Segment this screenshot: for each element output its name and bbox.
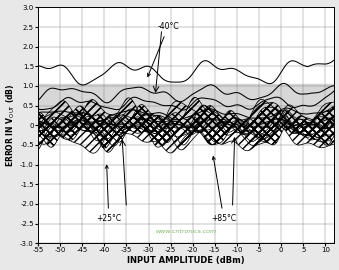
X-axis label: INPUT AMPLITUDE (dBm): INPUT AMPLITUDE (dBm) bbox=[127, 256, 245, 265]
Text: +25°C: +25°C bbox=[96, 165, 121, 223]
Text: www.cntronics.com: www.cntronics.com bbox=[156, 229, 217, 234]
Text: +85°C: +85°C bbox=[211, 157, 236, 223]
Bar bbox=[38, 84, 334, 127]
Text: -40°C: -40°C bbox=[147, 22, 179, 76]
Y-axis label: ERROR IN V$_{\mathrm{OUT}}$ (dB): ERROR IN V$_{\mathrm{OUT}}$ (dB) bbox=[5, 83, 17, 167]
